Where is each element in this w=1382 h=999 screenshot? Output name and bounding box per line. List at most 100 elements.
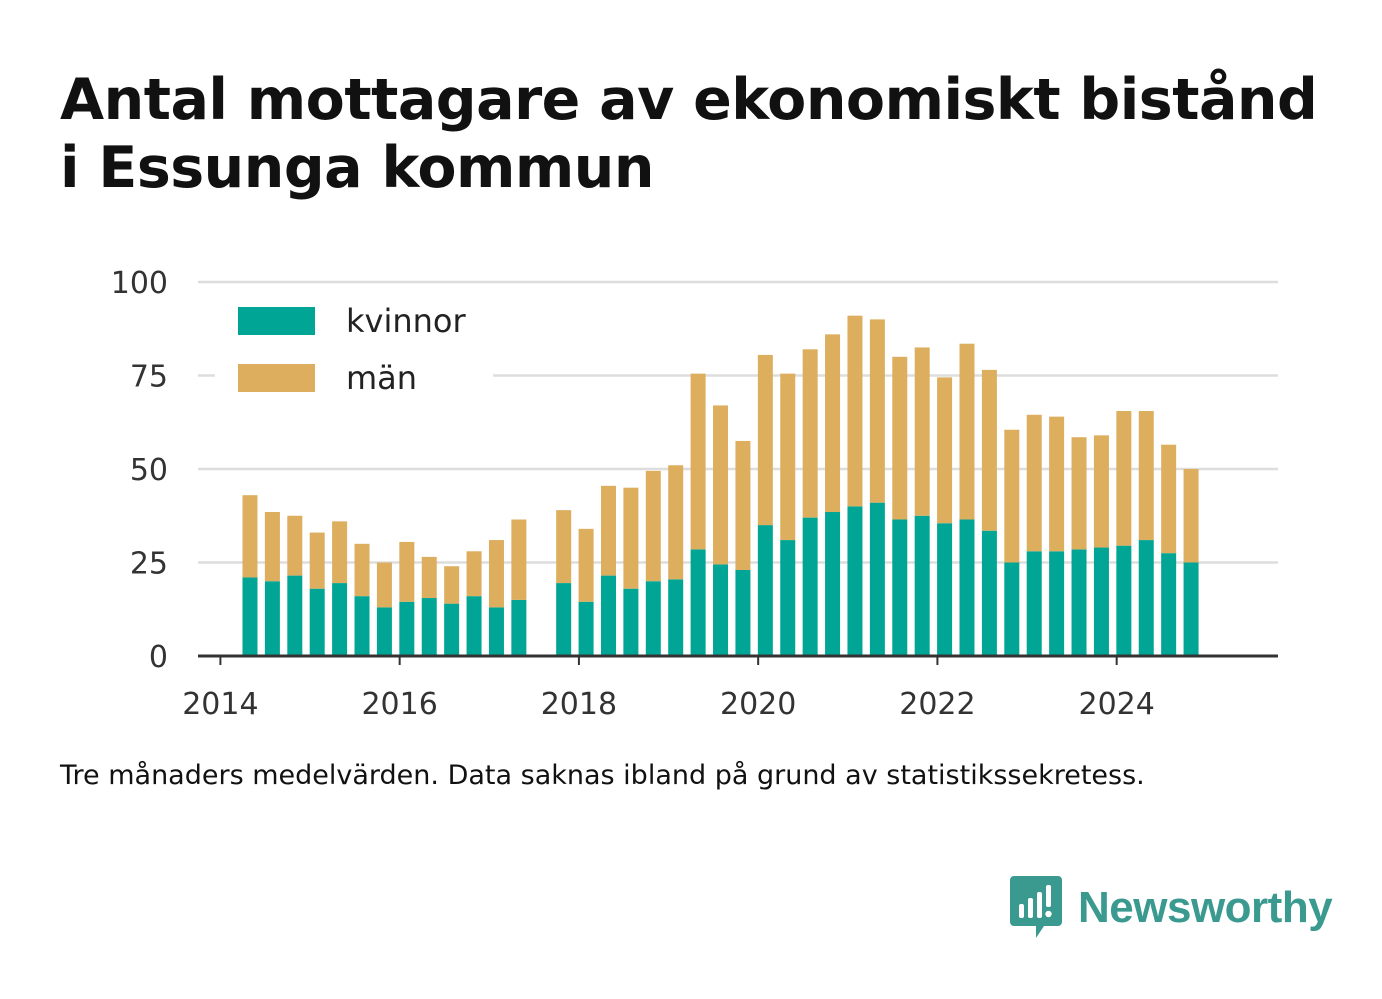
bar-man xyxy=(399,541,415,602)
chart-caption: Tre månaders medelvärden. Data saknas ib… xyxy=(60,760,1145,791)
bar-kvinnor xyxy=(914,515,930,656)
y-tick-label: 100 xyxy=(111,266,168,301)
legend-label-man: män xyxy=(346,359,417,397)
bar-kvinnor xyxy=(556,583,572,656)
brand-name: Newsworthy xyxy=(1078,883,1333,932)
bar-kvinnor xyxy=(488,607,504,656)
bar-man xyxy=(1049,416,1065,552)
legend-swatch-man xyxy=(238,364,315,392)
bar-man xyxy=(668,465,684,580)
bar-kvinnor xyxy=(466,596,482,656)
legend-label-kvinnor: kvinnor xyxy=(346,302,467,340)
x-tick-label: 2018 xyxy=(541,687,617,722)
bar-man xyxy=(825,334,841,513)
bar-man xyxy=(376,562,392,608)
bar-kvinnor xyxy=(1071,549,1087,656)
bar-man xyxy=(309,532,325,589)
bar-kvinnor xyxy=(287,575,303,656)
bar-kvinnor xyxy=(981,530,997,656)
bar-man xyxy=(354,543,370,597)
x-tick-label: 2020 xyxy=(720,687,796,722)
x-tick-label: 2022 xyxy=(899,687,975,722)
bar-man xyxy=(1183,469,1199,563)
bar-kvinnor xyxy=(511,599,527,656)
bar-man xyxy=(1161,444,1177,554)
bar-kvinnor xyxy=(735,569,751,656)
bar-kvinnor xyxy=(399,601,415,656)
bar-man xyxy=(1093,435,1109,548)
chart-title: Antal mottagare av ekonomiskt bistånd i … xyxy=(60,66,1350,202)
bar-man xyxy=(937,377,953,524)
bar-kvinnor xyxy=(1004,562,1020,656)
bar-man xyxy=(780,373,796,541)
bar-kvinnor xyxy=(623,588,639,656)
bar-man xyxy=(892,356,908,520)
bar-man xyxy=(735,440,751,570)
bar-kvinnor xyxy=(1183,562,1199,656)
bar-man xyxy=(466,551,482,597)
bar-man xyxy=(578,528,594,602)
bar-kvinnor xyxy=(309,588,325,656)
bar-man xyxy=(1138,411,1154,541)
bar-man xyxy=(1071,437,1087,550)
bar-man xyxy=(690,373,706,550)
bar-kvinnor xyxy=(332,583,348,656)
y-tick-label: 25 xyxy=(130,547,168,582)
bar-man xyxy=(713,405,729,565)
bar-man xyxy=(847,315,863,507)
bar-man xyxy=(869,319,885,503)
x-tick-label: 2016 xyxy=(361,687,437,722)
axes: 0 25 50 75 100 2014 2016 2018 2020 2022 2024 xyxy=(111,266,1278,722)
bar-man xyxy=(757,354,773,526)
bar-kvinnor xyxy=(892,519,908,656)
bar-kvinnor xyxy=(1026,551,1042,656)
bar-man xyxy=(600,485,616,576)
bar-man xyxy=(287,515,303,576)
bar-kvinnor xyxy=(668,579,684,656)
title-line-2: i Essunga kommun xyxy=(60,135,654,201)
bar-kvinnor xyxy=(1116,545,1132,656)
y-tick-label: 0 xyxy=(149,640,168,675)
title-line-1: Antal mottagare av ekonomiskt bistånd xyxy=(60,67,1318,133)
legend: kvinnor män xyxy=(215,290,493,410)
bar-man xyxy=(1026,414,1042,552)
newsworthy-brand: Newsworthy xyxy=(1010,876,1333,940)
bar-kvinnor xyxy=(825,512,841,656)
bar-kvinnor xyxy=(1093,547,1109,656)
bar-man xyxy=(444,566,460,604)
bar-kvinnor xyxy=(869,502,885,656)
bar-kvinnor xyxy=(354,596,370,656)
bar-man xyxy=(421,556,437,599)
bar-man xyxy=(802,349,818,518)
bar-kvinnor xyxy=(242,577,258,656)
bar-man xyxy=(332,521,348,584)
stacked-bar-chart: 0 25 50 75 100 2014 2016 2018 2020 2022 2024 kvinn… xyxy=(111,266,1278,722)
bar-man xyxy=(623,487,639,589)
y-tick-label: 75 xyxy=(130,360,168,395)
bars xyxy=(242,315,1199,656)
bar-man xyxy=(488,540,504,608)
x-tick-label: 2014 xyxy=(182,687,258,722)
x-tick-label: 2024 xyxy=(1078,687,1154,722)
bar-kvinnor xyxy=(937,523,953,656)
bar-man xyxy=(264,512,280,582)
bar-kvinnor xyxy=(376,607,392,656)
bar-man xyxy=(914,347,930,516)
bar-kvinnor xyxy=(645,581,661,656)
bar-kvinnor xyxy=(600,575,616,656)
bar-kvinnor xyxy=(578,601,594,656)
bar-man xyxy=(511,519,527,600)
bar-kvinnor xyxy=(690,549,706,656)
bar-kvinnor xyxy=(1138,540,1154,656)
bar-kvinnor xyxy=(421,598,437,656)
bar-kvinnor xyxy=(959,519,975,656)
bar-kvinnor xyxy=(713,564,729,656)
bar-man xyxy=(981,369,997,531)
legend-swatch-kvinnor xyxy=(238,307,315,335)
bar-kvinnor xyxy=(757,525,773,656)
bar-kvinnor xyxy=(444,603,460,656)
bar-kvinnor xyxy=(1161,553,1177,656)
bar-man xyxy=(242,495,258,578)
newsworthy-logo-icon xyxy=(1010,876,1062,938)
bar-man xyxy=(959,343,975,520)
